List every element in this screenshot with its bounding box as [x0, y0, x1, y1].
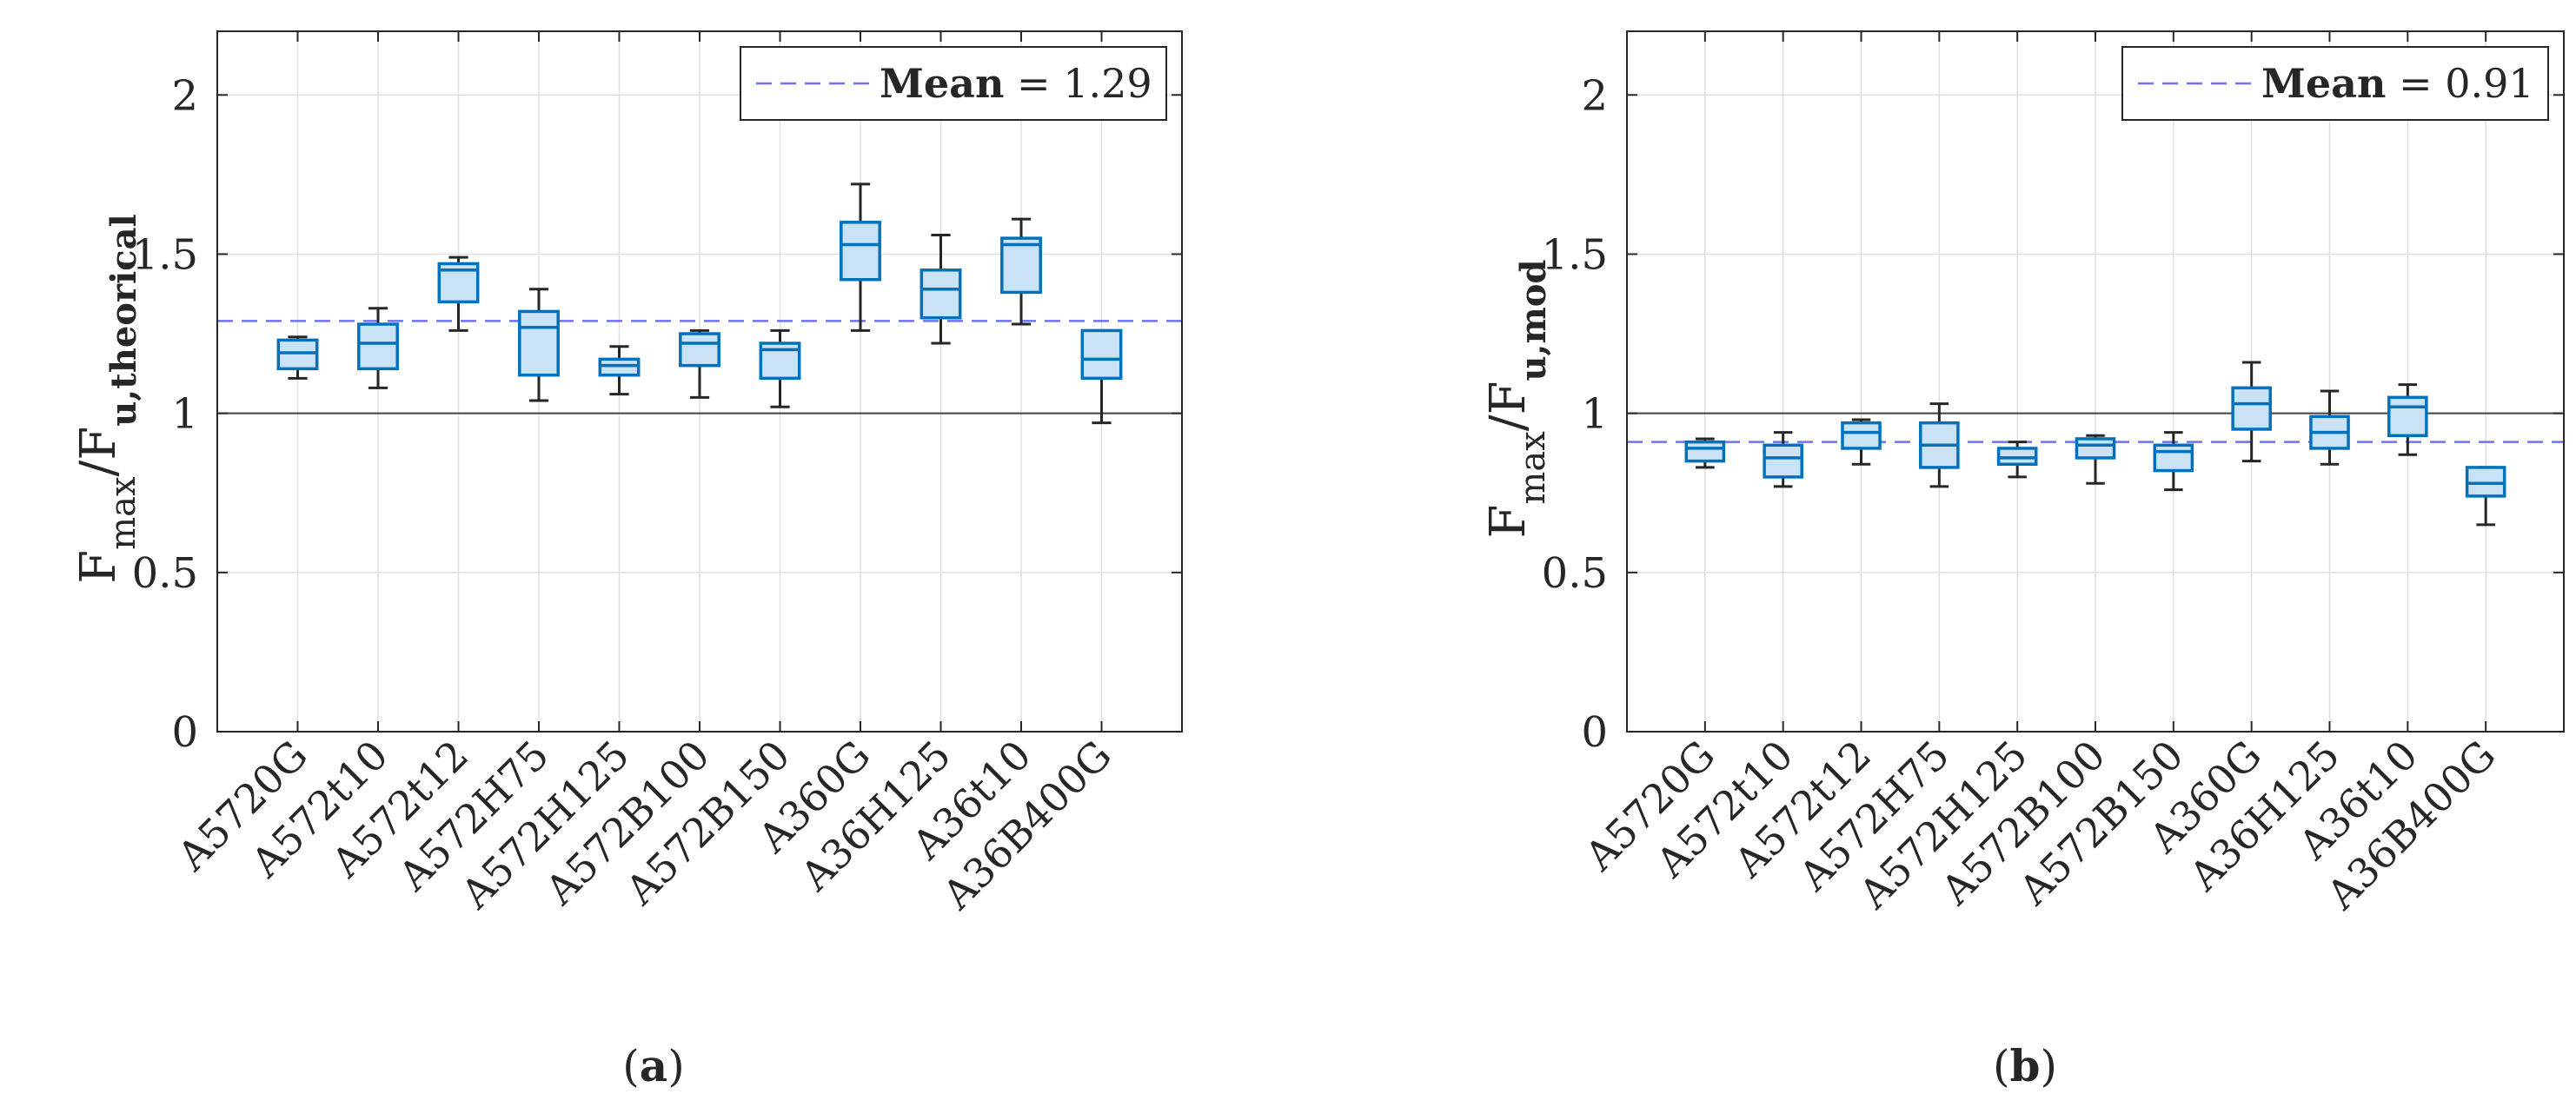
iqr-box — [2231, 386, 2272, 431]
box-A36H125 — [2309, 389, 2350, 466]
iqr-box — [518, 309, 560, 377]
box-A572t12 — [437, 255, 480, 332]
iqr-box — [1080, 328, 1123, 381]
box-A572H125 — [1996, 441, 2038, 479]
y-tick-label: 0.5 — [132, 549, 198, 598]
iqr-box — [2387, 395, 2428, 438]
iqr-box — [1684, 440, 1726, 463]
box-A572B100 — [679, 328, 720, 399]
box-A5720G — [1684, 437, 1726, 469]
box-A572t10 — [357, 307, 399, 389]
box-A36t10 — [2387, 383, 2428, 456]
panel-label: (a) — [622, 1040, 684, 1091]
panel-label: (b) — [1993, 1040, 2057, 1091]
box-A572H75 — [1919, 402, 1960, 488]
box-A360G — [2231, 361, 2272, 463]
box-A572t10 — [1763, 431, 1803, 488]
y-axis-label: Fmax/Fu,mod — [1480, 260, 1554, 539]
iqr-box — [679, 332, 720, 368]
box-A572B150 — [759, 328, 801, 408]
y-tick-label: 1 — [171, 390, 198, 439]
y-tick-label: 2 — [171, 71, 198, 120]
y-tick-label: 0 — [1581, 708, 1608, 757]
iqr-box — [1841, 421, 1882, 450]
y-axis-label: Fmax/Fu,theorical — [70, 214, 144, 583]
iqr-box — [1996, 447, 2038, 467]
y-label-sub-max: max — [103, 476, 143, 550]
legend-mean-value: 1.29 — [1063, 60, 1152, 107]
y-label-main: F — [1480, 505, 1537, 539]
box-A572t12 — [1841, 418, 1882, 466]
iqr-box — [1000, 236, 1042, 295]
iqr-box — [357, 322, 399, 371]
box-A572H125 — [598, 345, 641, 396]
legend-mean-word: Mean — [2261, 60, 2386, 107]
y-label-sub-denominator: u,theorical — [103, 214, 144, 426]
y-tick-label: 1.5 — [132, 230, 198, 279]
y-label-sub-max: max — [1513, 431, 1553, 505]
y-tick-label: 0.5 — [1542, 549, 1608, 598]
y-tick-label: 1.5 — [1542, 230, 1608, 279]
y-label-sep: /F — [1480, 381, 1537, 432]
iqr-box — [598, 357, 641, 377]
box-A36H125 — [920, 233, 962, 345]
y-label-sep: /F — [70, 427, 127, 477]
legend-label: Mean = 0.91 — [2261, 60, 2534, 107]
box-A5720G — [276, 335, 319, 380]
legend: Mean = 1.29 — [740, 46, 1167, 121]
box-A360G — [840, 182, 881, 332]
box-A572B100 — [2075, 434, 2116, 485]
iqr-box — [840, 221, 881, 282]
y-tick-label: 2 — [1581, 71, 1608, 120]
iqr-box — [2465, 466, 2506, 498]
legend: Mean = 0.91 — [2121, 46, 2549, 121]
box-A36t10 — [1000, 217, 1042, 326]
box-A36B400G — [1080, 328, 1123, 425]
iqr-box — [2153, 443, 2194, 473]
y-tick-label: 0 — [171, 708, 198, 757]
legend-equals: = — [2386, 60, 2445, 107]
iqr-box — [1763, 443, 1803, 479]
box-A36B400G — [2465, 466, 2506, 527]
legend-mean-word: Mean — [880, 60, 1004, 107]
y-label-sub-denominator: u,mod — [1513, 260, 1554, 381]
box-A572B150 — [2153, 431, 2194, 492]
legend-equals: = — [1004, 60, 1063, 107]
iqr-box — [920, 269, 962, 320]
y-tick-label: 1 — [1581, 390, 1608, 439]
iqr-box — [276, 338, 319, 371]
box-A572H75 — [518, 288, 560, 402]
legend-mean-value: 0.91 — [2445, 60, 2533, 107]
y-label-main: F — [70, 550, 127, 584]
chart-panel-a: 00.511.52A5720GA572t10A572t12A572H75A572… — [70, 30, 1183, 1091]
chart-panel-b: 00.511.52A5720GA572t10A572t12A572H75A572… — [1480, 30, 2565, 1091]
legend-label: Mean = 1.29 — [880, 60, 1152, 107]
iqr-box — [2075, 437, 2116, 460]
